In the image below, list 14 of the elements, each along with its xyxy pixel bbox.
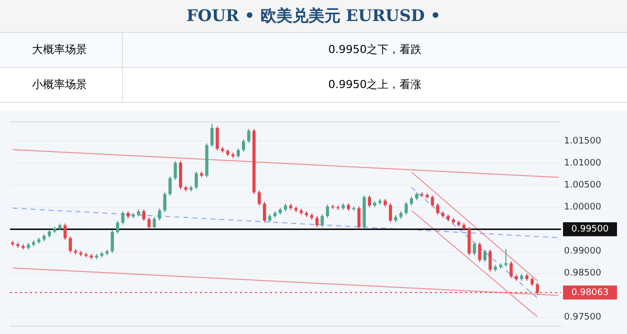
ref-line-label: 0.98063 (571, 288, 609, 298)
y-tick-label: 1.00500 (564, 180, 602, 191)
y-tick-label: 0.98500 (564, 268, 602, 279)
y-tick-label: 1.01500 (564, 136, 602, 147)
y-tick-label: 0.97500 (564, 312, 602, 323)
y-tick-label: 1.00000 (564, 202, 602, 213)
text: FOUR • 欧美兑美元 EURUSD • (0, 0, 627, 33)
text: 0.9950之下，看跌 (327, 42, 423, 58)
ref-line-label: 0.99500 (571, 224, 609, 235)
y-tick-label: 1.01000 (564, 158, 602, 169)
text: 大概率场景 (0, 33, 123, 67)
text: 小概率场景 (0, 68, 123, 102)
text: 0.9950之上，看涨 (327, 77, 423, 93)
y-tick-label: 0.99000 (564, 246, 602, 257)
